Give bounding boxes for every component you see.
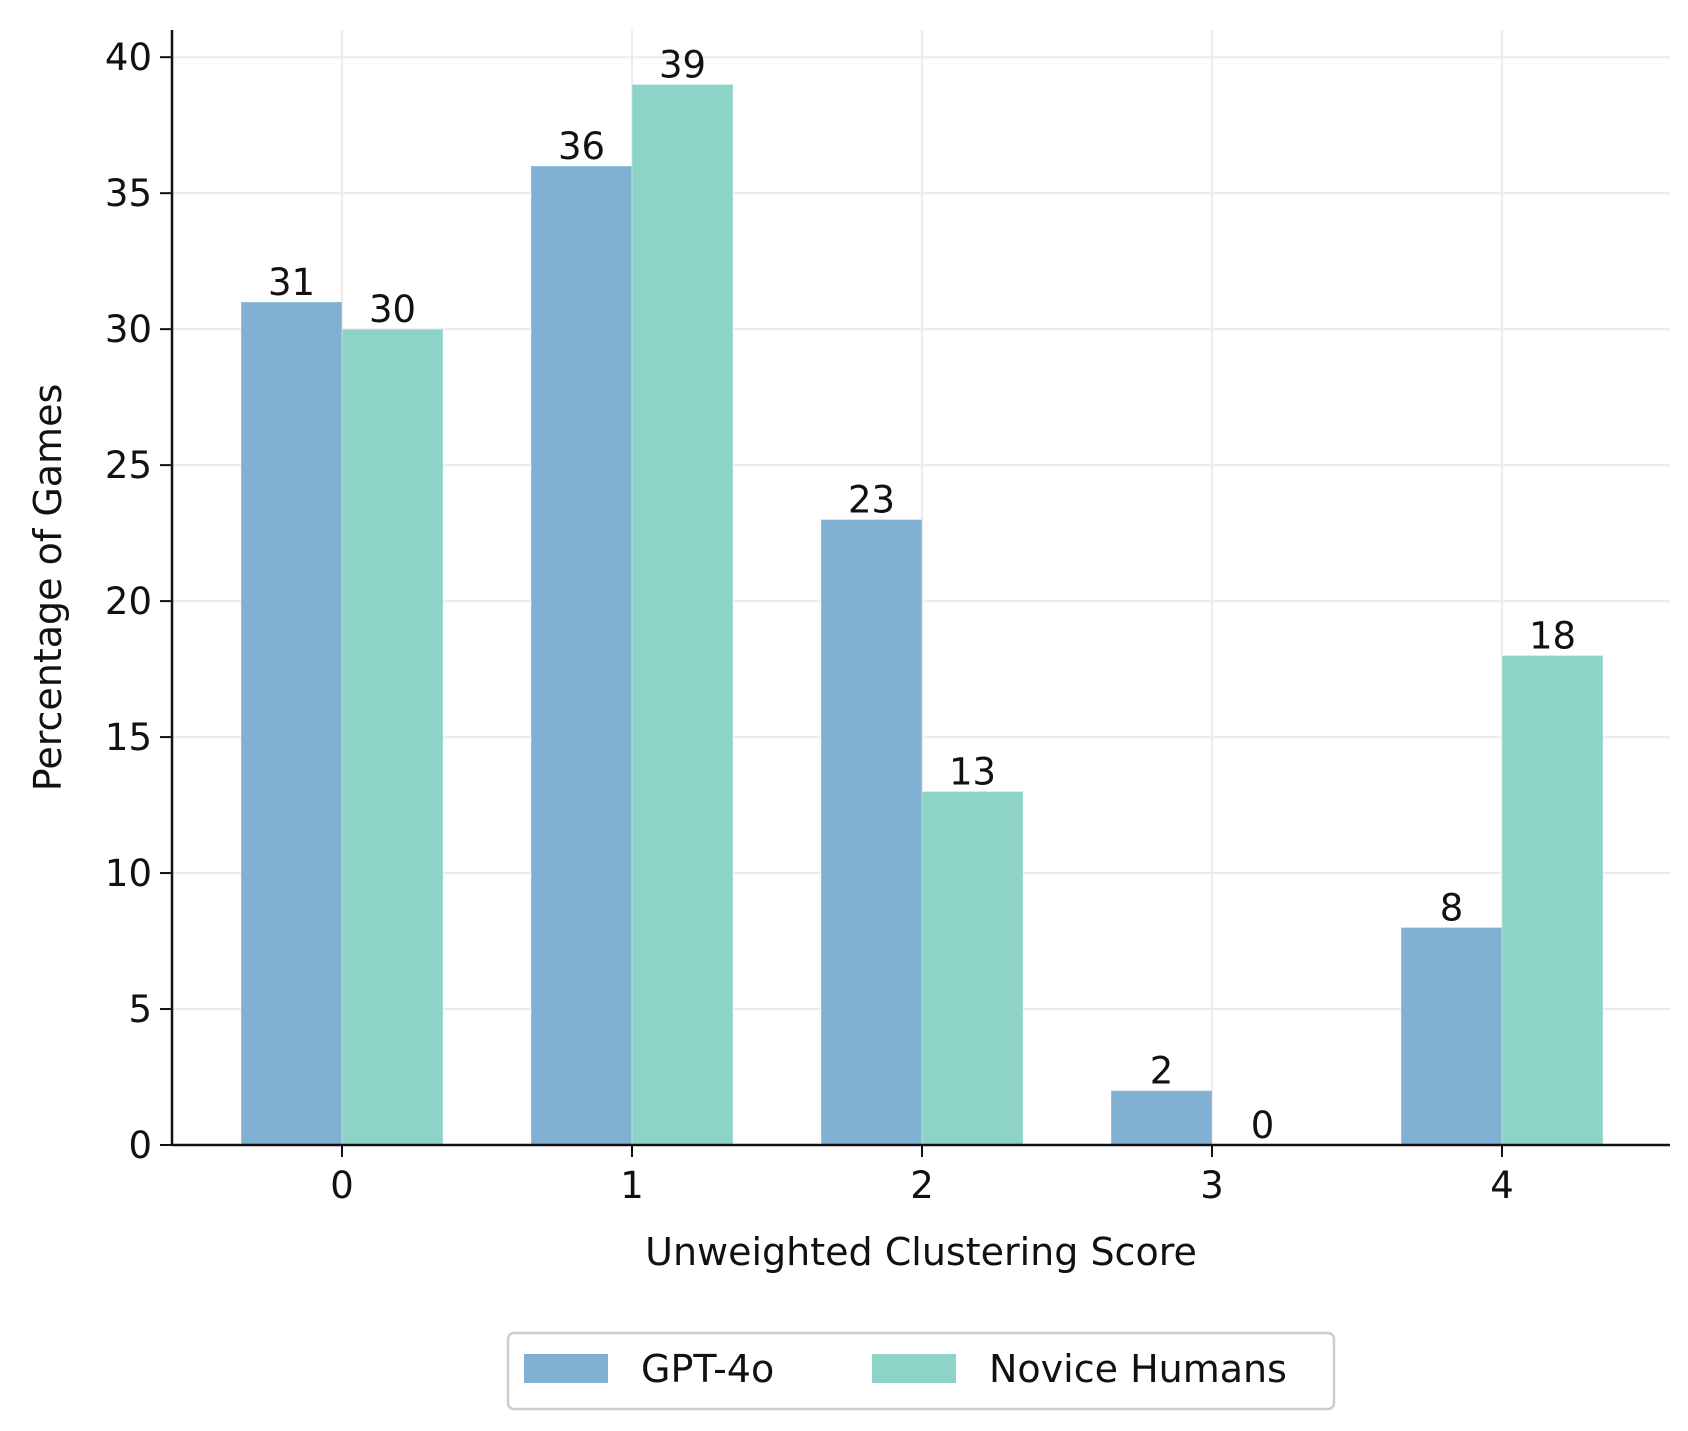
bar-gpt-4o <box>530 165 633 1146</box>
bar-gpt-4o <box>1110 1090 1213 1146</box>
x-tick-label: 2 <box>910 1164 934 1207</box>
x-tick-label: 1 <box>620 1164 644 1207</box>
legend: GPT-4o Novice Humans <box>506 1331 1336 1411</box>
data-label: 30 <box>369 288 416 331</box>
bars-layer <box>240 83 1604 1146</box>
y-tick-label: 5 <box>128 988 152 1031</box>
y-axis-title: Percentage of Games <box>26 384 70 791</box>
legend-swatch <box>524 1354 608 1383</box>
data-label: 2 <box>1150 1050 1174 1093</box>
y-tick-label: 40 <box>105 36 152 79</box>
data-labels-layer: 31 36 23 2 8 30 39 13 0 18 <box>268 43 1576 1147</box>
y-tick-label: 25 <box>105 444 152 487</box>
data-label: 39 <box>659 43 706 86</box>
y-tick-label: 35 <box>105 172 152 215</box>
x-tick-label: 0 <box>330 1164 354 1207</box>
data-label: 36 <box>558 125 605 168</box>
data-label: 31 <box>268 261 315 304</box>
bar-gpt-4o <box>1400 926 1503 1146</box>
y-tick-label: 15 <box>105 716 152 759</box>
bar-novice-humans <box>1501 654 1604 1146</box>
y-tick-label: 20 <box>105 580 152 623</box>
data-label: 13 <box>949 750 996 793</box>
y-tick-label: 0 <box>128 1124 152 1167</box>
bar-novice-humans <box>341 328 444 1146</box>
data-label: 0 <box>1251 1104 1275 1147</box>
y-tick-label: 10 <box>105 852 152 895</box>
x-tick-label: 4 <box>1490 1164 1514 1207</box>
legend-label: GPT-4o <box>641 1347 774 1391</box>
legend-label: Novice Humans <box>989 1347 1287 1391</box>
x-axis-title: Unweighted Clustering Score <box>645 1230 1197 1274</box>
data-label: 8 <box>1440 886 1464 929</box>
legend-swatch <box>872 1354 956 1383</box>
bar-novice-humans <box>921 790 1024 1146</box>
x-tick-label: 3 <box>1200 1164 1224 1207</box>
data-label: 18 <box>1529 614 1576 657</box>
y-tick-label: 30 <box>105 308 152 351</box>
data-label: 23 <box>848 479 895 522</box>
bar-novice-humans <box>631 83 734 1146</box>
bar-gpt-4o <box>820 519 923 1146</box>
bar-gpt-4o <box>240 301 343 1146</box>
